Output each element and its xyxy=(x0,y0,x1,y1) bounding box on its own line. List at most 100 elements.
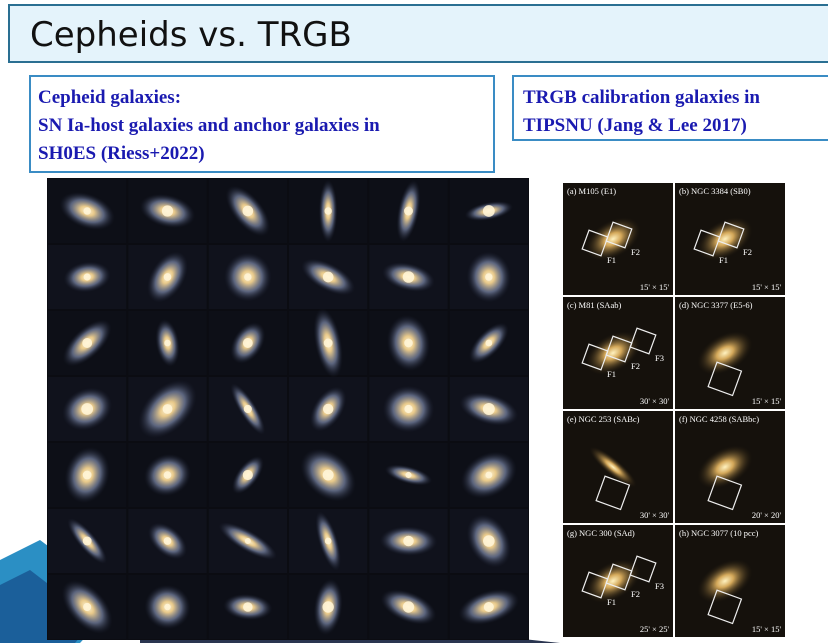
galaxy-core xyxy=(164,603,171,611)
galaxy-core xyxy=(485,339,493,347)
galaxy-core xyxy=(322,403,334,415)
field-label: F1 xyxy=(607,369,616,379)
galaxy-core xyxy=(244,537,251,545)
galaxy-core xyxy=(324,207,332,215)
galaxy-core xyxy=(164,339,171,347)
galaxy-core xyxy=(244,273,252,281)
galaxy xyxy=(697,331,753,375)
field-label: F3 xyxy=(655,353,664,363)
panel-label: (h) NGC 3077 (10 pcc) xyxy=(679,528,758,538)
field-box xyxy=(629,555,657,583)
galaxy-core xyxy=(324,537,332,545)
field-box xyxy=(693,229,721,257)
box-text: SN Ia-host galaxies and anchor galaxies … xyxy=(38,115,380,136)
field-box xyxy=(717,221,745,249)
panel-scale: 30' × 30' xyxy=(640,396,670,406)
galaxy xyxy=(589,446,637,488)
field-label: F1 xyxy=(607,255,616,265)
panel-label: (d) NGC 3377 (E5-6) xyxy=(679,300,753,310)
panel-scale: 15' × 15' xyxy=(752,624,782,634)
galaxy xyxy=(697,445,753,489)
galaxy-core xyxy=(404,338,413,348)
galaxy-core xyxy=(81,403,94,415)
field-box xyxy=(605,221,633,249)
panel-scale: 30' × 30' xyxy=(640,510,670,520)
field-box xyxy=(581,343,609,371)
galaxy-core xyxy=(483,535,495,547)
trgb-box xyxy=(512,75,828,141)
galaxy-core xyxy=(322,271,334,283)
panel-label: (f) NGC 4258 (SABbc) xyxy=(679,414,759,424)
panel-scale: 15' × 15' xyxy=(752,396,782,406)
galaxy-core xyxy=(163,273,172,281)
box-text: Cepheid galaxies: xyxy=(38,87,181,108)
field-label: F2 xyxy=(631,247,640,257)
panel-label: (a) M105 (E1) xyxy=(567,186,616,196)
galaxy-core xyxy=(242,338,253,348)
field-box xyxy=(629,327,657,355)
galaxy-core xyxy=(404,206,413,216)
galaxy-core xyxy=(483,601,494,613)
slide-title: Cepheids vs. TRGB xyxy=(30,15,352,55)
galaxy-core xyxy=(82,338,93,348)
panel-label: (g) NGC 300 (SAd) xyxy=(567,528,635,538)
galaxy-core xyxy=(83,273,91,281)
galaxy-core xyxy=(242,469,253,481)
galaxy xyxy=(585,331,641,375)
panel-label: (e) NGC 253 (SABc) xyxy=(567,414,640,424)
field-box xyxy=(595,475,631,511)
galaxy-core xyxy=(323,338,333,348)
galaxy-core xyxy=(242,205,254,217)
field-box xyxy=(707,589,743,625)
galaxy-core xyxy=(485,273,493,281)
galaxy-core xyxy=(404,404,413,414)
galaxy xyxy=(697,559,753,603)
galaxy-mosaic xyxy=(47,178,529,640)
galaxy-core xyxy=(482,205,495,217)
galaxy-core xyxy=(405,471,412,479)
field-box xyxy=(707,361,743,397)
galaxy xyxy=(585,217,641,261)
galaxy-core xyxy=(322,469,334,481)
galaxy-core xyxy=(83,602,92,612)
galaxy-core xyxy=(243,602,253,612)
panel-scale: 25' × 25' xyxy=(640,624,670,634)
box-text: TRGB calibration galaxies in xyxy=(523,87,760,108)
box-text: TIPSNU (Jang & Lee 2017) xyxy=(523,115,747,136)
galaxy-core xyxy=(82,536,92,546)
galaxy-core xyxy=(322,601,334,613)
panel-label: (c) M81 (SAab) xyxy=(567,300,621,310)
galaxy xyxy=(585,559,641,603)
galaxy-core xyxy=(482,403,495,415)
galaxy-core xyxy=(83,207,91,215)
galaxy-core xyxy=(163,471,172,479)
cepheid-box xyxy=(29,75,495,173)
galaxy-core xyxy=(161,205,174,217)
galaxy-core xyxy=(162,404,173,414)
field-label: F2 xyxy=(743,247,752,257)
field-box xyxy=(707,475,743,511)
galaxy-core xyxy=(403,535,414,547)
title-bar xyxy=(8,4,828,63)
field-label: F2 xyxy=(631,361,640,371)
field-box xyxy=(581,571,609,599)
field-label: F1 xyxy=(607,597,616,607)
panel-scale: 20' × 20' xyxy=(752,510,782,520)
galaxy-core xyxy=(163,537,172,545)
galaxy-core xyxy=(402,271,415,283)
box-text: SH0ES (Riess+2022) xyxy=(38,143,205,164)
panel-scale: 15' × 15' xyxy=(640,282,670,292)
galaxy-core xyxy=(402,601,415,613)
field-label: F1 xyxy=(719,255,728,265)
field-label: F3 xyxy=(655,581,664,591)
field-label: F2 xyxy=(631,589,640,599)
galaxy-core xyxy=(485,471,493,479)
galaxy-core xyxy=(243,404,252,414)
field-box xyxy=(581,229,609,257)
field-box xyxy=(605,563,633,591)
galaxy xyxy=(697,217,753,261)
panel-scale: 15' × 15' xyxy=(752,282,782,292)
field-box xyxy=(605,335,633,363)
panel-label: (b) NGC 3384 (SB0) xyxy=(679,186,751,196)
